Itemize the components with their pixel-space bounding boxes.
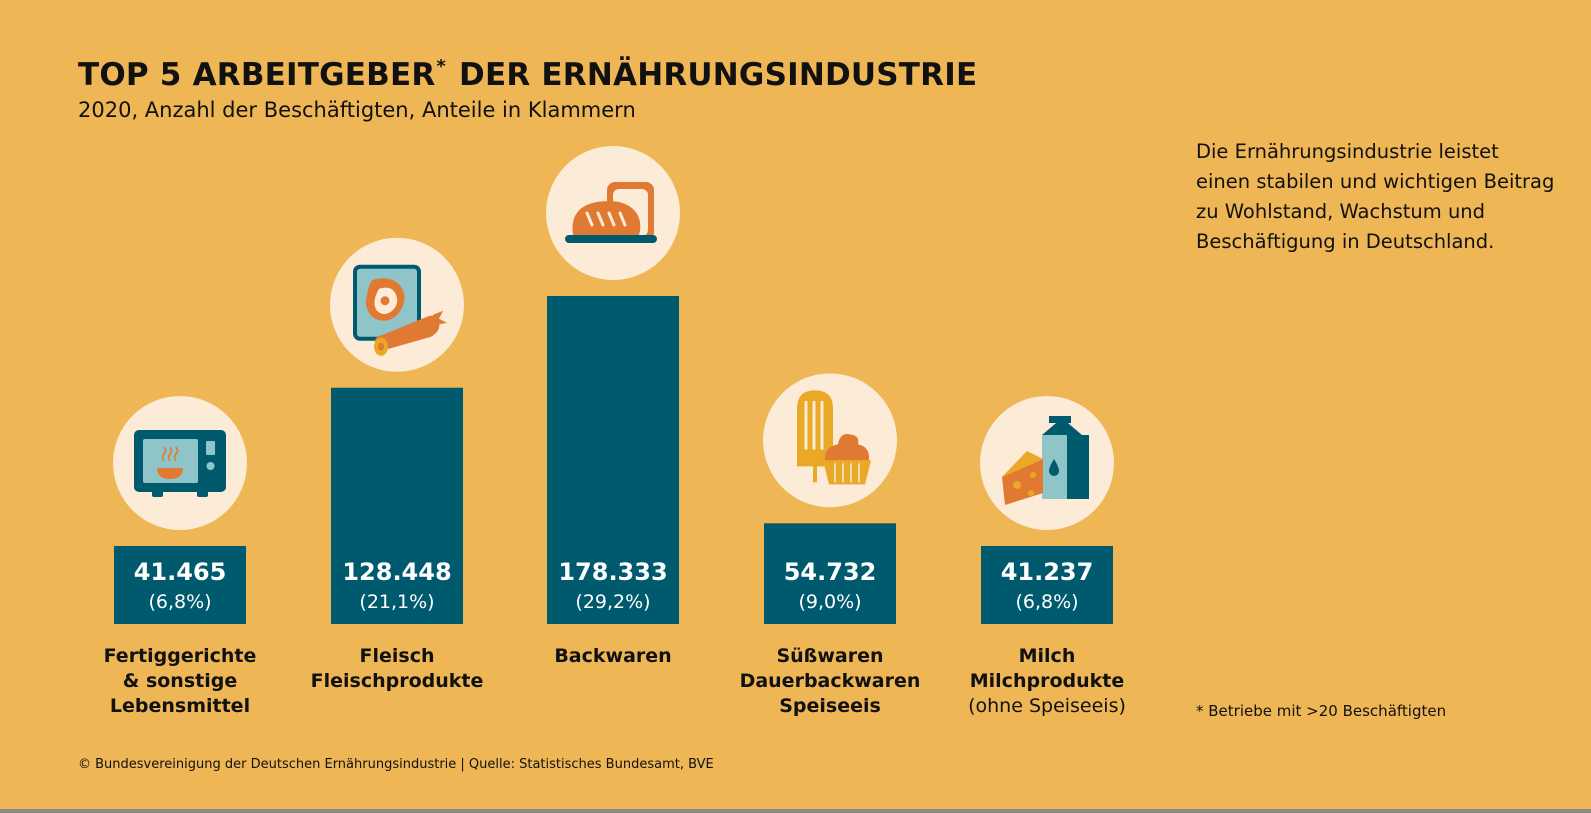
footnote: * Betriebe mit >20 Beschäftigten <box>1196 702 1447 720</box>
side-note: Die Ernährungsindustrie leistet einen st… <box>1196 140 1555 253</box>
category-label: & sonstige <box>123 670 237 692</box>
subtitle: 2020, Anzahl der Beschäftigten, Anteile … <box>78 98 636 122</box>
bar-value-label: 41.465 <box>134 558 227 586</box>
copyright-source: © Bundesvereinigung der Deutschen Ernähr… <box>78 757 714 772</box>
category-label: Fertiggerichte <box>104 645 257 667</box>
bar-share-label: (29,2%) <box>575 591 650 613</box>
milk-cheese-icon <box>1002 416 1089 505</box>
bar-share-label: (9,0%) <box>798 591 861 613</box>
bar-4 <box>764 523 896 624</box>
bar-share-label: (21,1%) <box>359 591 434 613</box>
page-title: TOP 5 ARBEITGEBER* DER ERNÄHRUNGSINDUSTR… <box>78 56 977 93</box>
bar-value-label: 178.333 <box>558 558 667 586</box>
bar-3 <box>547 296 679 624</box>
microwave-icon <box>134 430 226 497</box>
category-label: Speiseeis <box>779 695 881 717</box>
category-label: (ohne Speiseeis) <box>968 695 1126 717</box>
meat-sausage-icon <box>353 264 447 356</box>
title-text-rest: DER ERNÄHRUNGSINDUSTRIE <box>448 57 978 93</box>
icecream-cupcake-icon <box>797 390 871 485</box>
bottom-divider <box>0 809 1591 813</box>
category-label: Süßwaren <box>776 645 883 667</box>
category-label: Lebensmittel <box>110 695 250 717</box>
category-label: Dauerbackwaren <box>740 670 921 692</box>
bar-value-label: 41.237 <box>1001 558 1094 586</box>
bar-2 <box>331 387 463 624</box>
category-label: Backwaren <box>554 645 671 667</box>
bread-icon <box>565 182 657 243</box>
bar-value-label: 54.732 <box>784 558 877 586</box>
title-footnote-mark: * <box>436 56 447 77</box>
bar-1 <box>114 546 246 624</box>
bar-5 <box>981 546 1113 624</box>
bar-share-label: (6,8%) <box>1015 591 1078 613</box>
category-label: Fleisch <box>360 645 435 667</box>
bar-value-label: 128.448 <box>342 558 451 586</box>
bar-share-label: (6,8%) <box>148 591 211 613</box>
category-label: Milch <box>1019 645 1076 667</box>
category-label: Milchprodukte <box>970 670 1124 692</box>
title-text: TOP 5 ARBEITGEBER <box>78 57 436 93</box>
category-label: Fleischprodukte <box>311 670 484 692</box>
